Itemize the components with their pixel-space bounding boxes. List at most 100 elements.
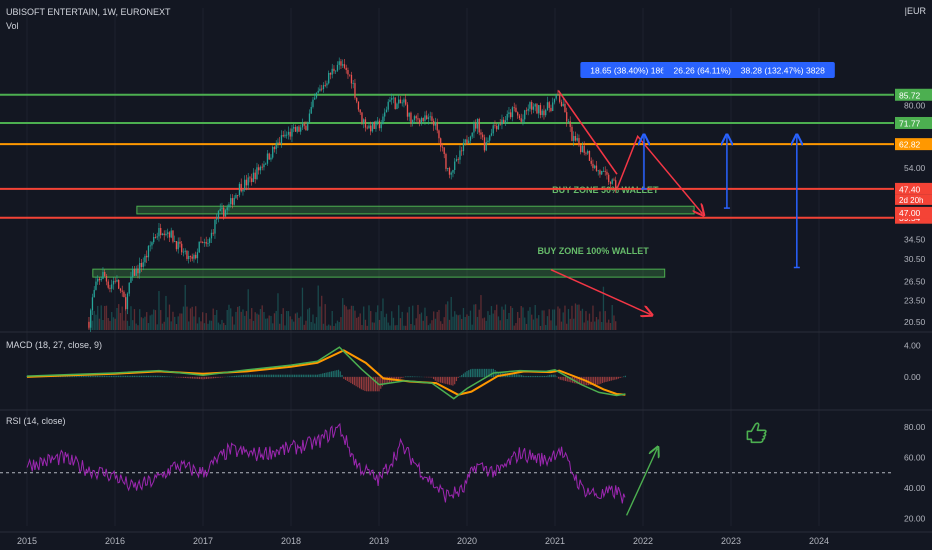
macd-histogram-bar [260,374,262,378]
year-tick-label: 2024 [809,536,829,546]
rsi-label[interactable]: RSI (14, close) [6,416,66,426]
macd-histogram-bar [593,376,595,385]
macd-tick-label: 0.00 [904,372,921,382]
candle-body [485,142,487,151]
macd-histogram-bar [461,374,463,378]
candle-body [602,170,605,172]
macd-histogram-bar [258,374,260,378]
volume-bar [436,311,438,330]
candle-body [198,241,200,253]
volume-bar [167,317,169,330]
target-label: 26.26 (64.11%) 2626 [674,66,753,76]
volume-bar [307,309,309,330]
candle-body [186,250,188,259]
volume-bar [345,306,347,330]
target-label-box [580,62,680,78]
volume-bar [230,308,232,330]
candle-body [606,171,608,175]
macd-histogram-bar [450,376,452,386]
candle-body [529,102,531,109]
candle-body [445,154,447,169]
macd-histogram-bar [248,374,250,378]
macd-histogram-bar [237,375,239,378]
volume-bar [133,309,136,330]
volume-bar [405,325,407,330]
year-tick-label: 2018 [281,536,301,546]
volume-bar [606,322,608,330]
candle-body [527,108,529,111]
buy-zone-label: BUY ZONE 100% WALLET [537,246,649,256]
volume-bar [168,304,171,330]
volume-bar [354,310,356,330]
volume-bar [384,317,386,330]
candle-body [102,271,104,279]
macd-histogram-bar [448,376,450,385]
macd-histogram-bar [308,374,310,378]
candle-body [326,83,328,86]
candle-body [207,242,209,244]
macd-histogram-bar [364,376,366,391]
macd-label[interactable]: MACD (18, 27, close, 9) [6,340,103,350]
volume-bar [217,322,220,330]
candle-body [247,177,249,186]
candle-body [177,241,179,250]
macd-histogram-bar [116,375,118,378]
candle-body [112,280,115,285]
candle-body [130,276,132,283]
macd-histogram-bar [239,375,241,378]
currency-box: | [904,6,907,16]
volume-bar [174,316,176,330]
candle-body [490,133,493,136]
volume-bar [282,308,284,330]
candle-body [289,131,291,137]
macd-histogram-bar [362,376,364,391]
price-tick-label: 54.00 [904,163,926,173]
macd-histogram-bar [561,376,563,381]
macd-histogram-bar [204,376,206,380]
macd-histogram-bar [98,375,100,378]
volume-bar [319,306,321,330]
candle-body [93,289,95,298]
volume-bar [160,310,162,330]
candle-body [377,120,379,122]
candle-body [182,251,185,253]
volume-bar [454,311,456,330]
symbol-title[interactable]: UBISOFT ENTERTAIN, 1W, EURONEXT [6,7,171,17]
volume-bar [223,322,225,330]
volume-bar [368,305,370,330]
volume-bar [343,304,346,330]
volume-bar [518,317,521,330]
macd-histogram-bar [149,375,151,378]
volume-bar [543,310,545,330]
year-tick-label: 2019 [369,536,389,546]
candle-body [245,179,248,186]
macd-histogram-bar [596,376,598,385]
candle-body [412,119,414,124]
macd-histogram-bar [181,376,183,378]
macd-histogram-bar [130,375,132,378]
candle-body [431,116,433,121]
candle-body [508,112,510,115]
candle-body [140,262,143,267]
macd-histogram-bar [462,373,465,378]
rsi-tick-label: 80.00 [904,422,926,432]
candle-body [314,97,316,100]
volume-bar [118,304,120,330]
volume-bar [350,305,353,330]
candle-body [233,197,235,205]
candle-body [583,145,585,153]
volume-bar [613,315,615,330]
candle-body [216,218,218,220]
macd-histogram-bar [135,375,137,378]
macd-histogram-bar [264,374,266,378]
volume-bar [188,321,190,330]
candle-body [154,236,157,238]
volume-bar [328,324,330,330]
volume-bar [564,305,566,330]
macd-histogram-bar [73,375,76,378]
volume-bar [420,312,423,330]
current-price-tag [895,206,932,219]
candle-body [560,101,563,107]
volume-bar [140,317,143,330]
candle-body [573,136,575,141]
